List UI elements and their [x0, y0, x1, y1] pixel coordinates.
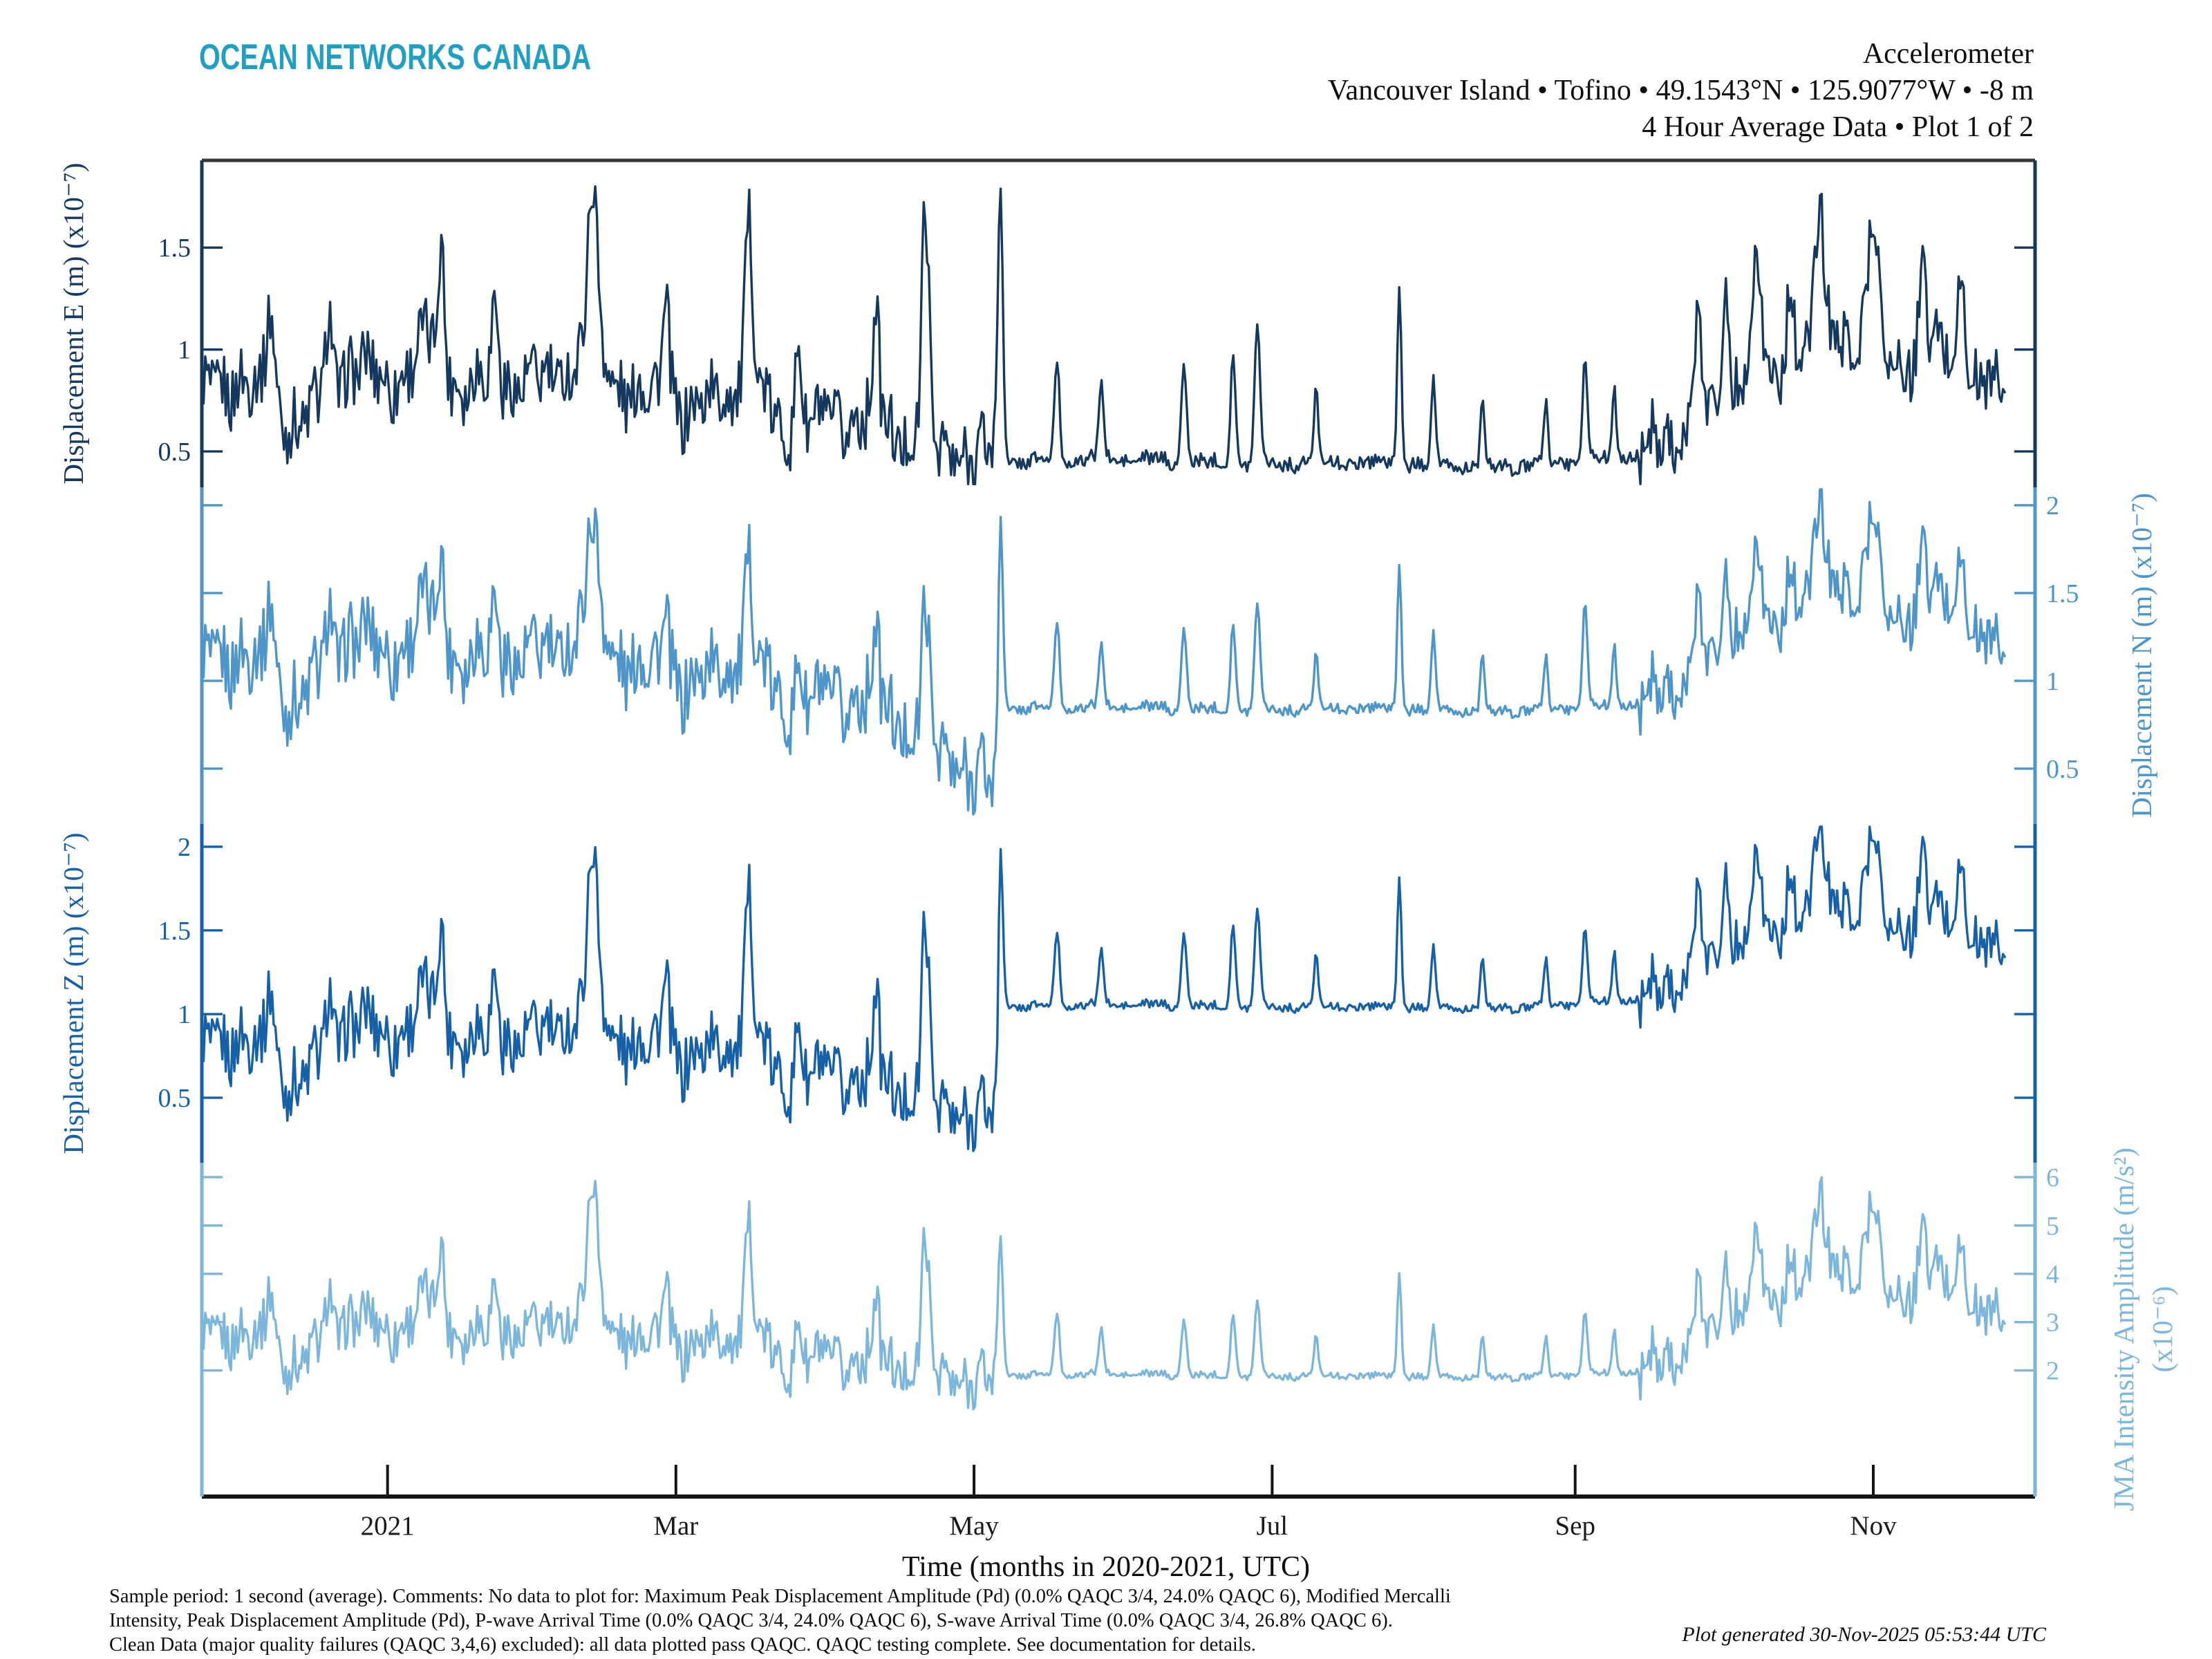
y-axis-label-jma-intensity: JMA Intensity Amplitude (m/s²) — [2108, 1147, 2139, 1511]
ocean-networks-canada-logo: OCEAN NETWORKS CANADA — [199, 37, 592, 77]
y-tick-label: 2 — [2046, 1357, 2059, 1386]
y-tick-label: 1 — [178, 336, 191, 365]
footer-line-2: Intensity, Peak Displacement Amplitude (… — [109, 1610, 1393, 1631]
y-tick-label: 1.5 — [158, 917, 191, 946]
x-axis-label: Time (months in 2020-2021, UTC) — [902, 1551, 1310, 1583]
y-axis-label-displacement-n: Displacement N (m) (x10⁻⁷) — [2126, 493, 2157, 818]
series-line-displacement-z — [200, 825, 2006, 1152]
x-tick-label: May — [949, 1511, 999, 1541]
plot-header: Accelerometer Vancouver Island • Tofino … — [1328, 36, 2034, 146]
y-tick-label: 1 — [178, 1000, 191, 1029]
header-location: Vancouver Island • Tofino • 49.1543°N • … — [1327, 75, 2034, 106]
y-tick-label: 5 — [2046, 1212, 2059, 1241]
x-tick-label: Sep — [1555, 1511, 1595, 1541]
series-line-jma-intensity-amplitude — [200, 1176, 2006, 1411]
series-line-displacement-e — [200, 185, 2006, 485]
y-tick-label: 1.5 — [2046, 579, 2079, 608]
y-tick-label: 0.5 — [2046, 755, 2079, 784]
y-tick-label: 2 — [2046, 491, 2059, 521]
y-tick-label: 3 — [2046, 1309, 2059, 1338]
x-tick-label: Mar — [653, 1511, 698, 1541]
footer-line-1: Sample period: 1 second (average). Comme… — [109, 1586, 1451, 1607]
y-axis-label-jma-intensity-scale: (x10⁻⁶) — [2146, 1286, 2178, 1373]
y-axis-label-displacement-e: Displacement E (m) (x10⁻⁷) — [57, 162, 89, 485]
y-tick-label: 4 — [2046, 1260, 2059, 1289]
y-tick-label: 1 — [2046, 667, 2059, 696]
plot-generated-timestamp: Plot generated 30-Nov-2025 05:53:44 UTC — [1682, 1623, 2046, 1646]
header-instrument: Accelerometer — [1862, 38, 2034, 70]
footer-comments: Sample period: 1 second (average). Comme… — [109, 1584, 1451, 1657]
y-tick-label: 0.5 — [158, 438, 191, 467]
y-tick-label: 2 — [178, 833, 191, 862]
x-tick-label: Nov — [1850, 1511, 1897, 1541]
y-tick-label: 1.5 — [158, 234, 191, 263]
y-axis-label-displacement-z: Displacement Z (m) (x10⁻⁷) — [57, 832, 89, 1154]
x-tick-label: 2021 — [361, 1511, 415, 1541]
footer-line-3: Clean Data (major quality failures (QAQC… — [109, 1634, 1256, 1656]
series-line-displacement-n — [200, 488, 2006, 816]
x-tick-label: Jul — [1257, 1511, 1288, 1541]
y-tick-label: 6 — [2046, 1163, 2059, 1192]
y-tick-label: 0.5 — [158, 1084, 191, 1113]
header-plot-info: 4 Hour Average Data • Plot 1 of 2 — [1642, 111, 2034, 143]
